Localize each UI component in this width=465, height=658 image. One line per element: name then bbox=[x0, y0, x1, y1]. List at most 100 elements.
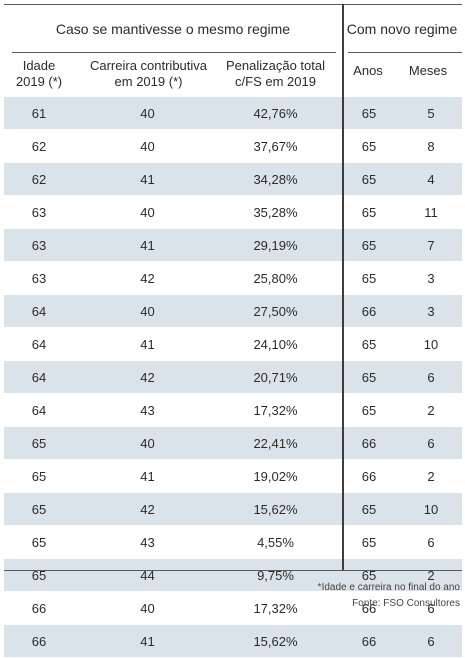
column-header-penalty-line1: Penalização total bbox=[225, 58, 325, 73]
cell-months: 6 bbox=[427, 369, 435, 385]
column-header-age: Idade 2019 (*) bbox=[4, 53, 88, 97]
cell-age: 64 bbox=[31, 336, 47, 352]
cell-months: 10 bbox=[423, 501, 439, 517]
group-separator-right bbox=[348, 52, 462, 53]
table-row: 66 41 15,62% 66 6 bbox=[4, 625, 462, 658]
cell-penalty: 15,62% bbox=[253, 501, 298, 517]
cell-career: 43 bbox=[140, 402, 155, 418]
cell-penalty: 17,32% bbox=[253, 402, 298, 418]
cell-age: 61 bbox=[31, 105, 47, 121]
cell-career: 41 bbox=[140, 171, 155, 187]
cell-penalty: 4,55% bbox=[257, 534, 294, 550]
table-row: 62 40 37,67% 65 8 bbox=[4, 130, 462, 163]
cell-months: 6 bbox=[427, 600, 435, 616]
table-row: 64 43 17,32% 65 2 bbox=[4, 394, 462, 427]
column-header-career-line2: em 2019 (*) bbox=[114, 74, 183, 89]
table-row: 65 44 9,75% 65 2 bbox=[4, 559, 462, 592]
cell-months: 10 bbox=[423, 336, 439, 352]
table-row: 62 41 34,28% 65 4 bbox=[4, 163, 462, 196]
cell-months: 8 bbox=[427, 138, 435, 154]
cell-career: 42 bbox=[140, 369, 155, 385]
cell-years: 65 bbox=[361, 534, 377, 550]
footnote-age-career: *Idade e carreira no final do ano bbox=[317, 582, 460, 593]
group-header-current-regime: Caso se mantivesse o mesmo regime bbox=[55, 20, 291, 37]
cell-months: 11 bbox=[424, 204, 438, 220]
cell-age: 64 bbox=[31, 369, 47, 385]
cell-penalty: 9,75% bbox=[257, 567, 294, 583]
table-row: 65 40 22,41% 66 6 bbox=[4, 427, 462, 460]
cell-penalty: 34,28% bbox=[253, 171, 298, 187]
cell-months: 2 bbox=[427, 468, 435, 484]
cell-years: 65 bbox=[361, 369, 377, 385]
cell-career: 40 bbox=[140, 204, 155, 220]
table-row: 63 42 25,80% 65 3 bbox=[4, 262, 462, 295]
cell-career: 43 bbox=[140, 534, 155, 550]
cell-career: 41 bbox=[140, 336, 155, 352]
column-header-age-line1: Idade bbox=[22, 58, 56, 73]
table-row: 63 40 35,28% 65 11 bbox=[4, 196, 462, 229]
cell-months: 6 bbox=[427, 435, 435, 451]
cell-months: 5 bbox=[427, 105, 435, 121]
group-header-row: Caso se mantivesse o mesmo regime Com no… bbox=[4, 5, 462, 52]
column-header-penalty-line2: c/FS em 2019 bbox=[235, 74, 316, 89]
regime-divider-line bbox=[342, 4, 344, 570]
cell-career: 41 bbox=[140, 237, 155, 253]
cell-penalty: 27,50% bbox=[253, 303, 298, 319]
cell-penalty: 20,71% bbox=[253, 369, 298, 385]
penalty-table: Caso se mantivesse o mesmo regime Com no… bbox=[4, 4, 462, 658]
cell-months: 3 bbox=[427, 303, 435, 319]
group-header-new-regime: Com novo regime bbox=[346, 20, 458, 37]
cell-years: 65 bbox=[361, 204, 377, 220]
cell-career: 40 bbox=[140, 138, 155, 154]
column-header-penalty: Penalização total c/FS em 2019 bbox=[209, 53, 342, 97]
table-row: 65 43 4,55% 65 6 bbox=[4, 526, 462, 559]
table-row: 64 41 24,10% 65 10 bbox=[4, 328, 462, 361]
cell-penalty: 22,41% bbox=[253, 435, 298, 451]
cell-career: 40 bbox=[140, 303, 155, 319]
cell-months: 6 bbox=[427, 633, 435, 649]
cell-age: 66 bbox=[31, 633, 47, 649]
cell-penalty: 29,19% bbox=[253, 237, 298, 253]
cell-years: 65 bbox=[361, 336, 377, 352]
cell-years: 66 bbox=[361, 468, 377, 484]
table-row: 64 42 20,71% 65 6 bbox=[4, 361, 462, 394]
cell-years: 65 bbox=[361, 138, 377, 154]
column-header-career-line1: Carreira contributiva bbox=[89, 58, 208, 73]
cell-age: 62 bbox=[31, 138, 47, 154]
cell-age: 65 bbox=[31, 501, 47, 517]
cell-years: 65 bbox=[361, 105, 377, 121]
cell-career: 41 bbox=[140, 468, 155, 484]
cell-months: 3 bbox=[427, 270, 435, 286]
cell-penalty: 15,62% bbox=[253, 633, 298, 649]
cell-years: 65 bbox=[361, 402, 377, 418]
cell-age: 63 bbox=[31, 204, 47, 220]
table-row: 65 41 19,02% 66 2 bbox=[4, 460, 462, 493]
table-row: 63 41 29,19% 65 7 bbox=[4, 229, 462, 262]
group-separator-left bbox=[12, 52, 336, 53]
cell-age: 66 bbox=[31, 600, 47, 616]
cell-years: 66 bbox=[361, 600, 377, 616]
group-separator bbox=[4, 52, 462, 53]
cell-years: 65 bbox=[361, 501, 377, 517]
cell-age: 62 bbox=[31, 171, 47, 187]
cell-years: 65 bbox=[361, 567, 377, 583]
cell-career: 40 bbox=[140, 435, 155, 451]
cell-penalty: 19,02% bbox=[253, 468, 298, 484]
bottom-rule bbox=[4, 570, 462, 571]
cell-years: 65 bbox=[361, 270, 377, 286]
cell-penalty: 35,28% bbox=[253, 204, 298, 220]
cell-career: 40 bbox=[140, 105, 155, 121]
cell-months: 2 bbox=[427, 402, 435, 418]
cell-age: 65 bbox=[31, 567, 47, 583]
table-row: 61 40 42,76% 65 5 bbox=[4, 97, 462, 130]
cell-years: 66 bbox=[361, 303, 377, 319]
cell-months: 6 bbox=[427, 534, 435, 550]
cell-career: 41 bbox=[140, 633, 155, 649]
cell-years: 65 bbox=[361, 171, 377, 187]
cell-age: 65 bbox=[31, 468, 47, 484]
cell-career: 40 bbox=[140, 600, 155, 616]
cell-age: 64 bbox=[31, 402, 47, 418]
cell-months: 4 bbox=[427, 171, 435, 187]
table-body: 61 40 42,76% 65 5 62 40 37,67% 65 8 62 4… bbox=[4, 97, 462, 658]
cell-career: 44 bbox=[140, 567, 155, 583]
